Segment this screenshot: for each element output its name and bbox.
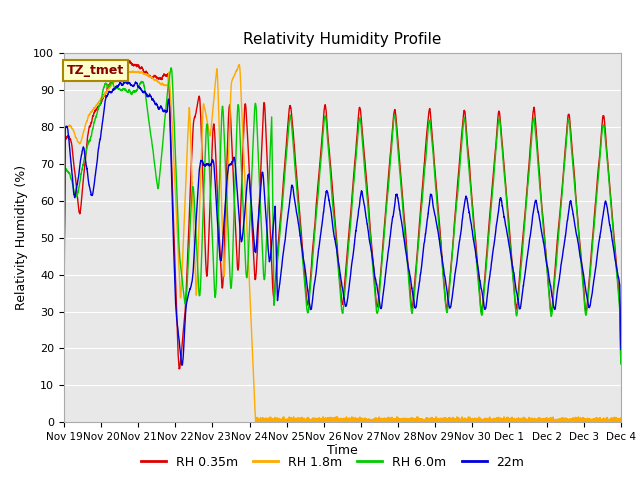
Title: Relativity Humidity Profile: Relativity Humidity Profile — [243, 33, 442, 48]
Text: TZ_tmet: TZ_tmet — [67, 64, 124, 77]
Y-axis label: Relativity Humidity (%): Relativity Humidity (%) — [15, 165, 28, 310]
Legend: RH 0.35m, RH 1.8m, RH 6.0m, 22m: RH 0.35m, RH 1.8m, RH 6.0m, 22m — [136, 451, 529, 474]
X-axis label: Time: Time — [327, 444, 358, 456]
